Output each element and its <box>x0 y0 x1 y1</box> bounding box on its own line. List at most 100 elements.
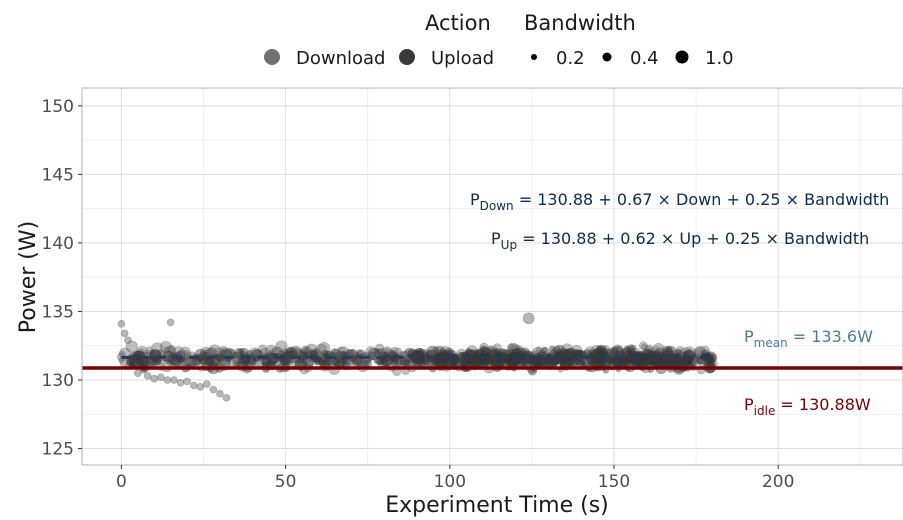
data-point-download <box>145 346 155 356</box>
data-point-upload <box>231 351 239 359</box>
data-point-download <box>207 347 217 357</box>
data-point-download <box>492 343 502 353</box>
mean-label-rest: = 133.6W <box>788 327 873 346</box>
data-point-download <box>592 359 600 367</box>
data-point-download <box>595 347 603 354</box>
data-point-download <box>148 352 156 360</box>
legend-upload-swatch <box>399 49 415 65</box>
data-point-upload <box>469 356 477 364</box>
data-point-download <box>540 346 550 356</box>
legend-bandwidth-title: Bandwidth <box>524 11 636 35</box>
data-point-download <box>560 343 574 356</box>
data-point-download <box>238 347 245 355</box>
equation-upload-sub: Up <box>501 238 517 252</box>
data-point-download <box>234 348 244 358</box>
data-point-download <box>330 348 338 355</box>
data-point-outlier <box>196 383 205 391</box>
data-point-upload <box>373 348 381 355</box>
equation-upload: PUp = 130.88 + 0.62 × Up + 0.25 × Bandwi… <box>491 229 869 252</box>
data-point-download <box>349 349 356 356</box>
data-point-upload <box>572 351 582 361</box>
data-point-download <box>217 357 227 367</box>
data-point-outlier <box>202 380 211 388</box>
data-point-upload <box>558 357 566 365</box>
data-point-upload <box>482 359 489 366</box>
data-point-download <box>507 343 515 351</box>
data-point-download <box>299 351 307 359</box>
data-point-upload <box>641 355 648 363</box>
idle-power-label: Pidle = 130.88W <box>744 395 871 418</box>
data-point-upload <box>574 358 581 366</box>
data-point-download <box>402 351 409 358</box>
legend-action-title: Action <box>425 11 491 35</box>
data-point-download <box>266 352 274 360</box>
data-point-upload <box>285 346 298 359</box>
data-point-download <box>484 348 492 356</box>
data-point-upload <box>598 346 606 353</box>
data-point-upload <box>570 349 584 362</box>
data-point-download <box>352 356 360 364</box>
idle-label-sub: idle <box>754 404 776 418</box>
data-point-download <box>167 344 177 354</box>
data-point-download <box>640 343 648 351</box>
mean-power-label: Pmean = 133.6W <box>744 327 873 350</box>
data-point-upload <box>595 345 605 355</box>
idle-label-rest: = 130.88W <box>775 395 871 414</box>
data-point-upload <box>555 354 565 364</box>
data-point-upload <box>480 346 490 356</box>
data-point-upload <box>481 346 491 356</box>
data-point-download <box>638 341 648 351</box>
data-point-upload <box>641 354 651 364</box>
data-point-download <box>219 349 226 357</box>
data-point-upload <box>473 356 480 363</box>
data-point-download <box>391 358 399 366</box>
y-tick-label: 145 <box>42 165 74 185</box>
data-point-download <box>487 356 495 363</box>
reference-lines <box>82 355 903 370</box>
data-point-download <box>377 348 384 356</box>
data-point-download <box>652 342 665 356</box>
data-point-upload <box>198 357 206 365</box>
data-point-download <box>469 359 476 366</box>
data-point-download <box>514 345 524 355</box>
data-point-upload <box>437 352 445 360</box>
data-point-download <box>471 354 479 361</box>
data-point-upload <box>423 358 431 366</box>
equation-download-sub: Down <box>480 199 514 213</box>
data-point-download <box>590 344 603 358</box>
idle-label-main: P <box>744 395 754 414</box>
data-point-upload <box>639 358 649 368</box>
legend: Action Bandwidth Download Upload 0.2 0.4… <box>264 11 734 69</box>
data-point-download <box>508 343 521 356</box>
data-point-download <box>400 357 410 367</box>
data-point-outlier <box>209 385 218 394</box>
data-point-download <box>504 356 512 364</box>
data-point-upload <box>520 347 530 357</box>
data-point-download <box>336 346 346 356</box>
data-point-upload <box>635 359 642 367</box>
data-point-upload <box>509 358 516 366</box>
data-point-download <box>275 340 288 353</box>
legend-upload-label: Upload <box>431 48 494 69</box>
data-point-download <box>305 343 318 356</box>
legend-download-label: Download <box>296 48 385 69</box>
grid-lines <box>82 88 903 465</box>
data-point-upload <box>600 348 607 356</box>
data-point-download <box>506 342 520 356</box>
data-point-outlier <box>134 369 142 377</box>
mean-label-sub: mean <box>754 336 788 350</box>
data-point-upload <box>346 349 359 362</box>
data-point-download <box>678 357 685 365</box>
data-point-download <box>381 346 394 359</box>
data-point-download <box>521 351 531 361</box>
data-point-download <box>200 346 213 359</box>
data-point-download <box>163 345 176 359</box>
data-point-download <box>315 343 328 357</box>
data-point-download <box>203 358 211 366</box>
data-point-upload <box>664 348 672 355</box>
data-point-upload <box>131 350 141 360</box>
data-point-download <box>265 344 278 357</box>
data-point-upload <box>653 349 661 356</box>
data-point-download <box>486 345 499 359</box>
data-point-upload <box>331 348 341 358</box>
